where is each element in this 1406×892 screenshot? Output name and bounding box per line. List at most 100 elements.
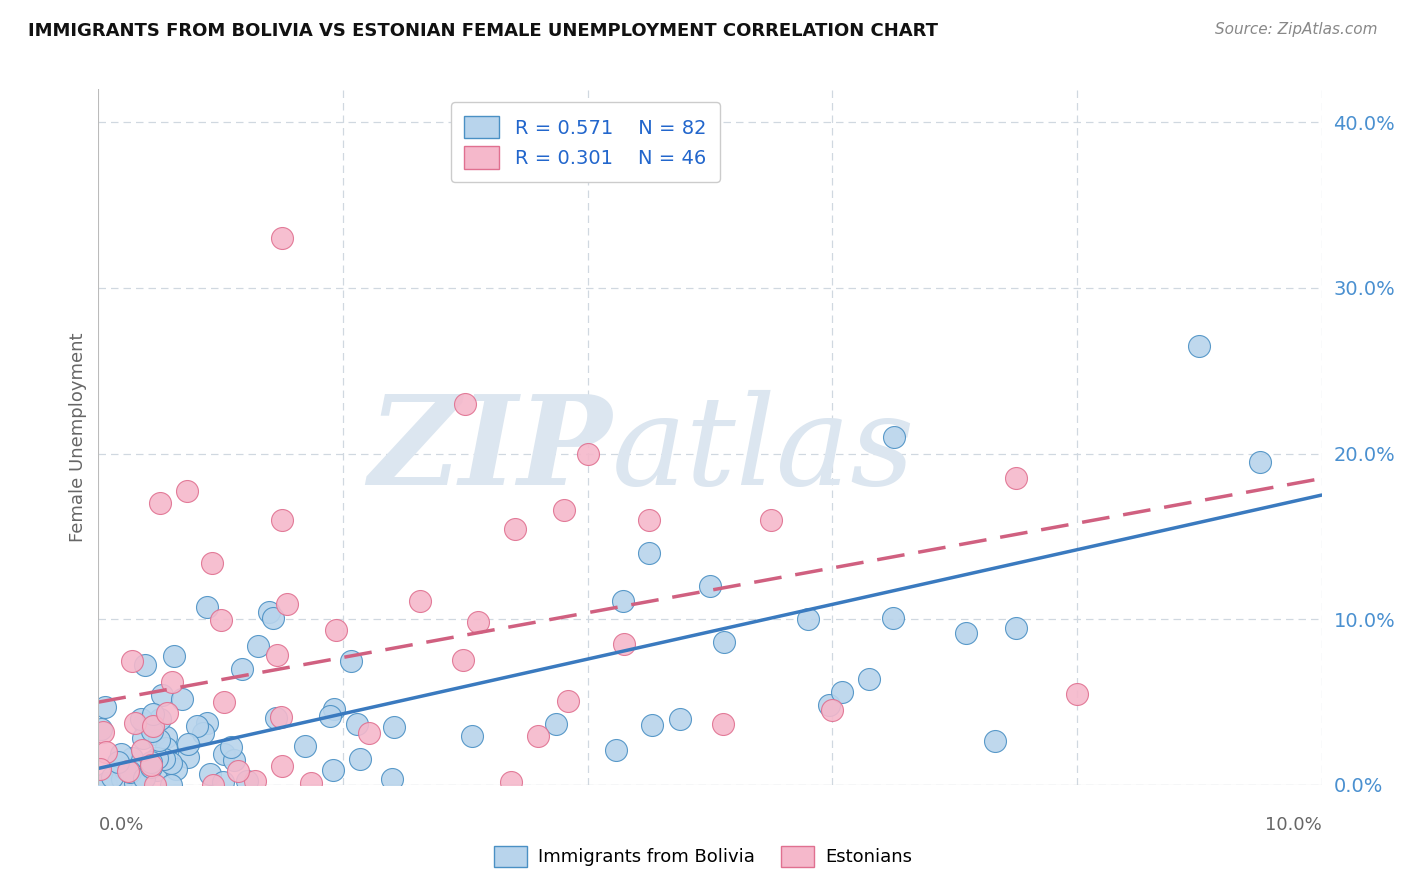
Point	[831, 685, 853, 699]
Point	[153, 752, 176, 766]
Point	[955, 625, 977, 640]
Point	[1188, 339, 1211, 353]
Point	[124, 716, 146, 731]
Point	[381, 772, 404, 786]
Point	[170, 691, 193, 706]
Point	[139, 759, 162, 773]
Point	[146, 763, 169, 777]
Legend: Immigrants from Bolivia, Estonians: Immigrants from Bolivia, Estonians	[486, 838, 920, 874]
Point	[1004, 621, 1026, 635]
Point	[149, 712, 172, 726]
Text: 10.0%: 10.0%	[1265, 816, 1322, 834]
Legend: R = 0.571    N = 82, R = 0.301    N = 46: R = 0.571 N = 82, R = 0.301 N = 46	[451, 103, 720, 182]
Point	[576, 447, 599, 461]
Point	[162, 675, 184, 690]
Point	[1066, 687, 1088, 701]
Point	[882, 611, 904, 625]
Point	[146, 751, 169, 765]
Point	[139, 758, 162, 772]
Point	[319, 708, 342, 723]
Point	[276, 597, 298, 611]
Point	[349, 752, 371, 766]
Text: IMMIGRANTS FROM BOLIVIA VS ESTONIAN FEMALE UNEMPLOYMENT CORRELATION CHART: IMMIGRANTS FROM BOLIVIA VS ESTONIAN FEMA…	[28, 22, 938, 40]
Point	[271, 513, 294, 527]
Point	[384, 720, 406, 734]
Point	[219, 739, 242, 754]
Text: atlas: atlas	[612, 390, 915, 512]
Point	[149, 496, 172, 510]
Point	[527, 729, 550, 743]
Point	[259, 605, 281, 619]
Point	[454, 397, 477, 411]
Point	[270, 710, 292, 724]
Point	[637, 546, 661, 560]
Point	[340, 654, 363, 668]
Point	[266, 648, 288, 662]
Point	[131, 742, 153, 756]
Point	[553, 503, 575, 517]
Point	[132, 715, 155, 730]
Point	[143, 727, 166, 741]
Point	[299, 776, 322, 790]
Point	[467, 615, 489, 629]
Point	[118, 764, 141, 779]
Point	[132, 731, 155, 746]
Point	[139, 756, 162, 770]
Point	[142, 706, 165, 721]
Text: ZIP: ZIP	[368, 390, 612, 512]
Point	[150, 688, 173, 702]
Point	[797, 612, 820, 626]
Point	[612, 594, 634, 608]
Point	[142, 719, 165, 733]
Point	[322, 701, 344, 715]
Point	[129, 712, 152, 726]
Point	[195, 716, 218, 731]
Point	[1004, 471, 1026, 485]
Point	[201, 556, 224, 570]
Point	[262, 611, 284, 625]
Point	[294, 739, 316, 753]
Text: 0.0%: 0.0%	[98, 816, 143, 834]
Point	[231, 662, 253, 676]
Point	[91, 724, 114, 739]
Point	[132, 772, 155, 786]
Point	[177, 738, 200, 752]
Point	[246, 639, 269, 653]
Point	[243, 774, 266, 789]
Point	[160, 778, 183, 792]
Point	[186, 719, 208, 733]
Point	[211, 775, 233, 789]
Point	[111, 772, 134, 786]
Point	[322, 763, 344, 777]
Point	[96, 778, 118, 792]
Y-axis label: Female Unemployment: Female Unemployment	[69, 333, 87, 541]
Point	[212, 747, 235, 762]
Point	[193, 725, 215, 739]
Point	[176, 483, 198, 498]
Point	[121, 654, 143, 668]
Point	[669, 712, 692, 726]
Point	[155, 731, 177, 745]
Point	[226, 764, 249, 778]
Point	[112, 760, 135, 774]
Point	[266, 711, 288, 725]
Point	[107, 755, 129, 769]
Point	[325, 624, 347, 638]
Point	[198, 767, 221, 781]
Text: Source: ZipAtlas.com: Source: ZipAtlas.com	[1215, 22, 1378, 37]
Point	[637, 513, 661, 527]
Point	[177, 750, 200, 764]
Point	[202, 778, 225, 792]
Point	[94, 699, 117, 714]
Point	[165, 762, 187, 776]
Point	[124, 776, 146, 790]
Point	[983, 734, 1005, 748]
Point	[503, 522, 526, 536]
Point	[641, 717, 664, 731]
Point	[163, 649, 186, 664]
Point	[713, 634, 735, 648]
Point	[212, 695, 235, 709]
Point	[821, 703, 844, 717]
Point	[195, 599, 218, 614]
Point	[451, 653, 474, 667]
